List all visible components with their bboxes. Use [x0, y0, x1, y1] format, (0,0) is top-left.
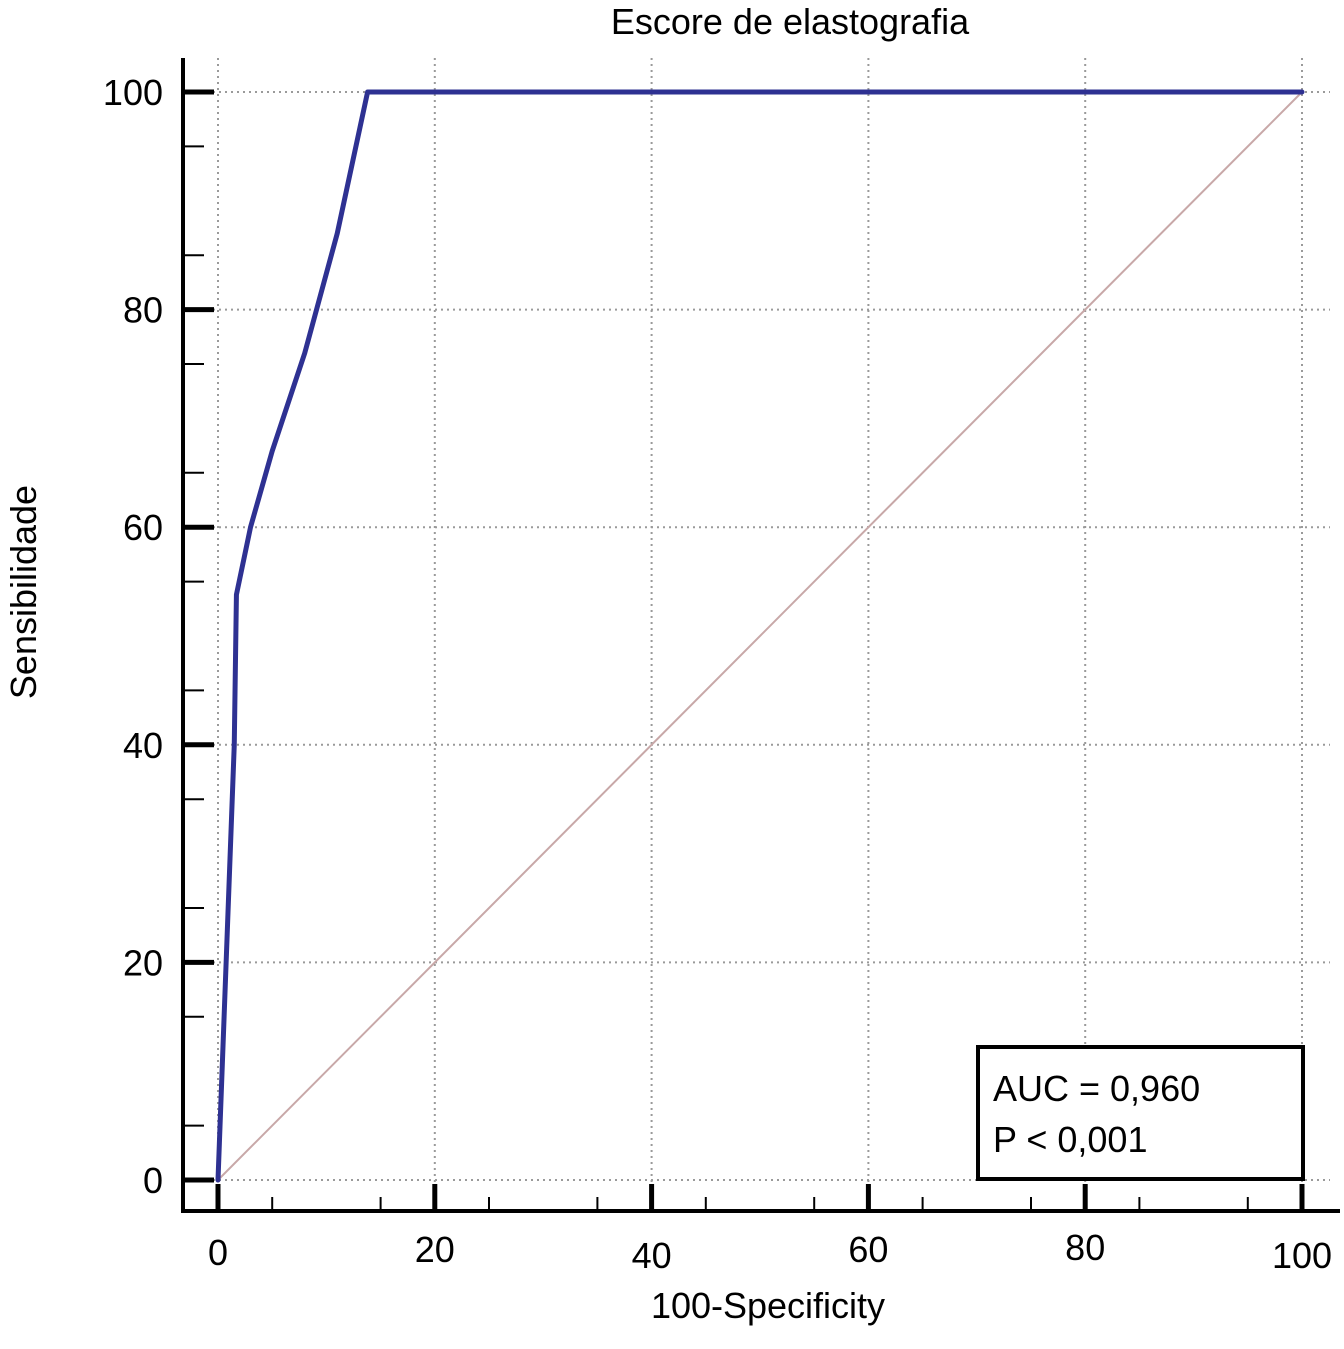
grid-lines: [183, 58, 1330, 1211]
tick-labels: 0 20 40 60 80 100 0 20 40 60 80 100: [103, 72, 1332, 1276]
auc-value-label: AUC = 0,960: [993, 1068, 1200, 1109]
axis-ticks: [183, 89, 1305, 1211]
x-tick-label: 20: [415, 1229, 455, 1270]
axes: [181, 58, 1340, 1213]
p-value-label: P < 0,001: [993, 1119, 1147, 1160]
x-tick-label: 80: [1065, 1227, 1105, 1268]
x-axis-label: 100-Specificity: [651, 1285, 885, 1326]
y-tick-label: 0: [143, 1160, 163, 1201]
x-tick-label: 40: [632, 1235, 672, 1276]
series-layer: [215, 89, 1305, 1183]
y-tick-label: 80: [123, 290, 163, 331]
x-tick-label: 0: [208, 1232, 228, 1273]
x-tick-label: 60: [848, 1229, 888, 1270]
chart-title: Escore de elastografia: [611, 1, 970, 42]
auc-annotation-box: AUC = 0,960 P < 0,001: [976, 1045, 1305, 1181]
y-tick-label: 100: [103, 72, 163, 113]
y-tick-label: 20: [123, 942, 163, 983]
y-axis-label: Sensibilidade: [3, 485, 44, 699]
y-tick-label: 60: [123, 507, 163, 548]
x-tick-label: 100: [1272, 1235, 1332, 1276]
roc-curve-line: [215, 89, 1305, 1183]
annotation-frame: [976, 1045, 1305, 1181]
y-tick-label: 40: [123, 725, 163, 766]
reference-diagonal-line: [217, 91, 1303, 1181]
